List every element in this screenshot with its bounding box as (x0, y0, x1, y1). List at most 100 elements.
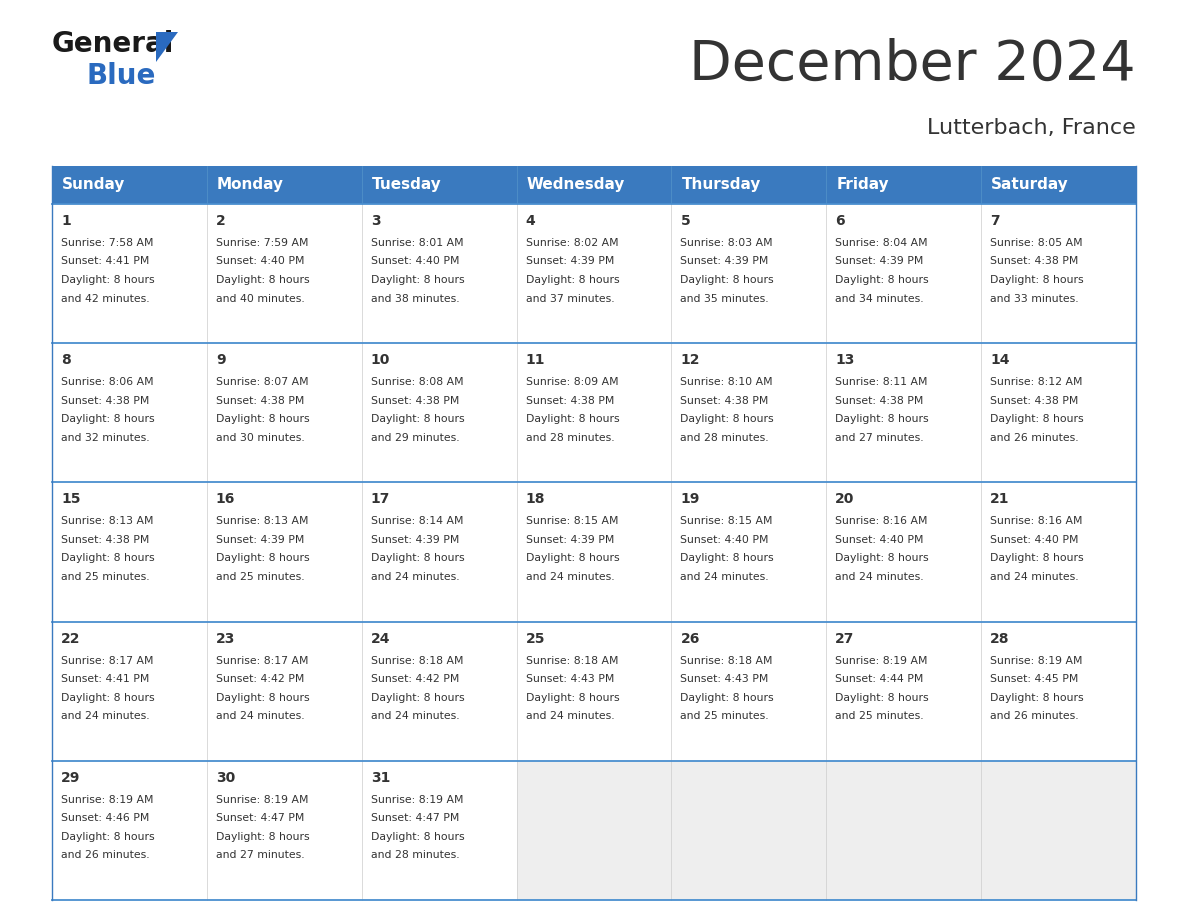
Text: Sunrise: 8:12 AM: Sunrise: 8:12 AM (990, 377, 1082, 387)
Text: Sunset: 4:39 PM: Sunset: 4:39 PM (525, 535, 614, 545)
Text: Sunrise: 8:19 AM: Sunrise: 8:19 AM (990, 655, 1082, 666)
Text: and 25 minutes.: and 25 minutes. (216, 572, 304, 582)
Text: 19: 19 (681, 492, 700, 507)
Text: Sunset: 4:38 PM: Sunset: 4:38 PM (371, 396, 459, 406)
Text: Sunset: 4:39 PM: Sunset: 4:39 PM (525, 256, 614, 266)
Bar (52, 343, 1136, 482)
Text: Sunrise: 8:16 AM: Sunrise: 8:16 AM (835, 517, 928, 526)
Text: and 24 minutes.: and 24 minutes. (216, 711, 304, 722)
Text: Sunrise: 7:58 AM: Sunrise: 7:58 AM (61, 238, 153, 248)
Text: Daylight: 8 hours: Daylight: 8 hours (990, 275, 1083, 285)
Text: Daylight: 8 hours: Daylight: 8 hours (835, 275, 929, 285)
Text: and 26 minutes.: and 26 minutes. (61, 850, 150, 860)
Text: and 28 minutes.: and 28 minutes. (371, 850, 460, 860)
Text: Sunrise: 7:59 AM: Sunrise: 7:59 AM (216, 238, 309, 248)
Bar (671, 761, 827, 900)
Text: Daylight: 8 hours: Daylight: 8 hours (681, 414, 775, 424)
Text: Daylight: 8 hours: Daylight: 8 hours (990, 692, 1083, 702)
Text: and 28 minutes.: and 28 minutes. (525, 432, 614, 442)
Text: and 35 minutes.: and 35 minutes. (681, 294, 769, 304)
Text: and 27 minutes.: and 27 minutes. (835, 432, 924, 442)
Text: Blue: Blue (87, 62, 157, 90)
Text: Sunset: 4:43 PM: Sunset: 4:43 PM (525, 674, 614, 684)
Text: Sunset: 4:46 PM: Sunset: 4:46 PM (61, 813, 150, 823)
Text: 12: 12 (681, 353, 700, 367)
Text: Daylight: 8 hours: Daylight: 8 hours (681, 275, 775, 285)
Text: and 29 minutes.: and 29 minutes. (371, 432, 460, 442)
Text: 15: 15 (61, 492, 81, 507)
Text: Daylight: 8 hours: Daylight: 8 hours (371, 692, 465, 702)
Text: 24: 24 (371, 632, 390, 645)
Text: Daylight: 8 hours: Daylight: 8 hours (835, 414, 929, 424)
Text: and 38 minutes.: and 38 minutes. (371, 294, 460, 304)
Text: and 27 minutes.: and 27 minutes. (216, 850, 304, 860)
Text: Sunset: 4:38 PM: Sunset: 4:38 PM (61, 396, 150, 406)
Text: Sunset: 4:38 PM: Sunset: 4:38 PM (681, 396, 769, 406)
Text: and 42 minutes.: and 42 minutes. (61, 294, 150, 304)
Text: Sunrise: 8:17 AM: Sunrise: 8:17 AM (61, 655, 153, 666)
Text: 2: 2 (216, 214, 226, 228)
Text: 11: 11 (525, 353, 545, 367)
Text: 14: 14 (990, 353, 1010, 367)
Text: and 28 minutes.: and 28 minutes. (681, 432, 769, 442)
Text: Sunrise: 8:11 AM: Sunrise: 8:11 AM (835, 377, 928, 387)
Text: 31: 31 (371, 771, 390, 785)
Text: Sunset: 4:43 PM: Sunset: 4:43 PM (681, 674, 769, 684)
Text: 26: 26 (681, 632, 700, 645)
Text: 25: 25 (525, 632, 545, 645)
Text: 20: 20 (835, 492, 854, 507)
Bar (827, 761, 981, 900)
Text: and 24 minutes.: and 24 minutes. (61, 711, 150, 722)
Text: Daylight: 8 hours: Daylight: 8 hours (216, 692, 310, 702)
Text: Sunrise: 8:10 AM: Sunrise: 8:10 AM (681, 377, 773, 387)
Text: Sunset: 4:44 PM: Sunset: 4:44 PM (835, 674, 923, 684)
Text: General: General (52, 30, 175, 58)
Text: Sunrise: 8:02 AM: Sunrise: 8:02 AM (525, 238, 618, 248)
Text: Daylight: 8 hours: Daylight: 8 hours (371, 832, 465, 842)
Text: Daylight: 8 hours: Daylight: 8 hours (216, 414, 310, 424)
Text: 21: 21 (990, 492, 1010, 507)
Text: Sunrise: 8:18 AM: Sunrise: 8:18 AM (371, 655, 463, 666)
Text: Sunset: 4:40 PM: Sunset: 4:40 PM (990, 535, 1079, 545)
Text: Tuesday: Tuesday (372, 177, 442, 193)
Text: Daylight: 8 hours: Daylight: 8 hours (371, 554, 465, 564)
Text: and 24 minutes.: and 24 minutes. (681, 572, 769, 582)
Text: 17: 17 (371, 492, 390, 507)
Text: Daylight: 8 hours: Daylight: 8 hours (681, 692, 775, 702)
Text: Sunrise: 8:06 AM: Sunrise: 8:06 AM (61, 377, 153, 387)
Text: and 32 minutes.: and 32 minutes. (61, 432, 150, 442)
Text: Daylight: 8 hours: Daylight: 8 hours (525, 554, 619, 564)
Text: Sunrise: 8:15 AM: Sunrise: 8:15 AM (681, 517, 773, 526)
Text: Sunrise: 8:07 AM: Sunrise: 8:07 AM (216, 377, 309, 387)
Text: 5: 5 (681, 214, 690, 228)
Text: Daylight: 8 hours: Daylight: 8 hours (61, 554, 154, 564)
Bar (52, 166, 1136, 204)
Text: Sunrise: 8:19 AM: Sunrise: 8:19 AM (216, 795, 309, 805)
Text: Daylight: 8 hours: Daylight: 8 hours (61, 692, 154, 702)
Text: Sunrise: 8:05 AM: Sunrise: 8:05 AM (990, 238, 1082, 248)
Text: 30: 30 (216, 771, 235, 785)
Text: 27: 27 (835, 632, 854, 645)
Text: 3: 3 (371, 214, 380, 228)
Text: Wednesday: Wednesday (526, 177, 625, 193)
Text: Sunset: 4:38 PM: Sunset: 4:38 PM (61, 535, 150, 545)
Text: Sunrise: 8:13 AM: Sunrise: 8:13 AM (216, 517, 309, 526)
Text: and 26 minutes.: and 26 minutes. (990, 711, 1079, 722)
Text: Sunset: 4:38 PM: Sunset: 4:38 PM (835, 396, 923, 406)
Text: Sunrise: 8:13 AM: Sunrise: 8:13 AM (61, 517, 153, 526)
Text: 1: 1 (61, 214, 71, 228)
Bar (52, 621, 1136, 761)
Text: Daylight: 8 hours: Daylight: 8 hours (216, 275, 310, 285)
Bar (52, 204, 1136, 343)
Text: Sunset: 4:38 PM: Sunset: 4:38 PM (990, 256, 1079, 266)
Text: 6: 6 (835, 214, 845, 228)
Text: December 2024: December 2024 (689, 38, 1136, 92)
Text: Sunrise: 8:08 AM: Sunrise: 8:08 AM (371, 377, 463, 387)
Text: Sunrise: 8:19 AM: Sunrise: 8:19 AM (835, 655, 928, 666)
Text: 16: 16 (216, 492, 235, 507)
Text: and 25 minutes.: and 25 minutes. (61, 572, 150, 582)
Text: Daylight: 8 hours: Daylight: 8 hours (371, 275, 465, 285)
Text: Sunset: 4:40 PM: Sunset: 4:40 PM (371, 256, 460, 266)
Bar (981, 761, 1136, 900)
Text: Sunset: 4:40 PM: Sunset: 4:40 PM (216, 256, 304, 266)
